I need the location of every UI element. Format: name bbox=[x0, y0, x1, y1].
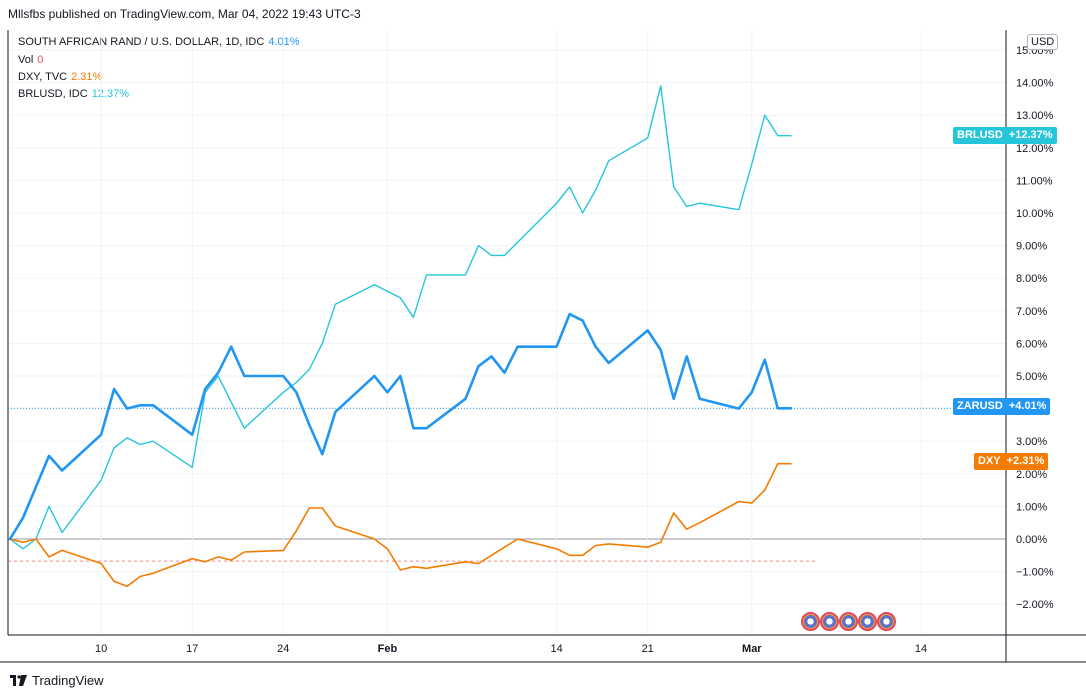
event-flag-icon[interactable] bbox=[877, 612, 896, 631]
x-tick-label: 10 bbox=[95, 643, 107, 655]
tradingview-logo[interactable]: TradingView bbox=[10, 673, 104, 688]
legend-brlusd-label: BRLUSD, IDC bbox=[18, 88, 88, 100]
series-line bbox=[8, 312, 793, 541]
legend-vol-value: 0 bbox=[37, 54, 44, 66]
badge-dxy-value: +2.31% bbox=[1006, 455, 1045, 467]
y-tick-label: 14.00% bbox=[1016, 78, 1054, 90]
currency-selector[interactable]: USD bbox=[1027, 34, 1059, 50]
x-tick-label: 24 bbox=[277, 643, 289, 655]
event-flag-icon[interactable] bbox=[801, 612, 820, 631]
y-tick-label: 0.00% bbox=[1016, 534, 1047, 546]
badge-brlusd-value: +12.37% bbox=[1008, 129, 1053, 141]
y-tick-label: 2.00% bbox=[1016, 469, 1047, 481]
badge-zarusd-value: +4.01% bbox=[1008, 400, 1047, 412]
y-tick-label: 8.00% bbox=[1016, 273, 1047, 285]
x-tick-label: 17 bbox=[186, 643, 198, 655]
series-line bbox=[9, 85, 792, 550]
tradingview-brand: TradingView bbox=[32, 673, 104, 688]
legend-dxy-label: DXY, TVC bbox=[18, 71, 68, 83]
event-flag-icon[interactable] bbox=[820, 612, 839, 631]
badge-brlusd: BRLUSD +12.37% bbox=[953, 127, 1057, 144]
x-tick-label: Feb bbox=[378, 643, 398, 655]
badge-zarusd: ZARUSD +4.01% bbox=[953, 398, 1051, 415]
y-tick-label: −1.00% bbox=[1016, 567, 1054, 579]
legend-dxy-value: 2.31% bbox=[71, 71, 103, 83]
event-flag-icon[interactable] bbox=[839, 612, 858, 631]
x-tick-label: 14 bbox=[915, 643, 927, 655]
legend-zarusd-value: 4.01% bbox=[268, 36, 300, 48]
y-tick-label: 3.00% bbox=[1016, 436, 1047, 448]
y-tick-label: 5.00% bbox=[1016, 371, 1047, 383]
tradingview-logo-icon bbox=[10, 675, 27, 686]
series-line bbox=[9, 462, 792, 588]
badge-dxy-name: DXY bbox=[978, 455, 1001, 467]
y-tick-label: 7.00% bbox=[1016, 306, 1047, 318]
published-caption: Mllsfbs published on TradingView.com, Ma… bbox=[8, 7, 361, 21]
badge-brlusd-name: BRLUSD bbox=[957, 129, 1003, 141]
badge-zarusd-name: ZARUSD bbox=[957, 400, 1003, 412]
y-tick-label: 10.00% bbox=[1016, 208, 1054, 220]
badge-dxy: DXY +2.31% bbox=[974, 453, 1049, 470]
x-tick-label: 14 bbox=[550, 643, 562, 655]
y-tick-label: 13.00% bbox=[1016, 110, 1054, 122]
y-tick-label: 12.00% bbox=[1016, 143, 1054, 155]
legend-vol[interactable]: Vol 0 bbox=[18, 54, 43, 66]
y-tick-label: 11.00% bbox=[1016, 175, 1053, 187]
y-tick-label: −2.00% bbox=[1016, 599, 1054, 611]
x-tick-label: Mar bbox=[742, 643, 762, 655]
legend-zarusd-label: SOUTH AFRICAN RAND / U.S. DOLLAR, 1D, ID… bbox=[18, 36, 265, 48]
y-tick-label: 1.00% bbox=[1016, 501, 1047, 513]
y-tick-label: 9.00% bbox=[1016, 241, 1047, 253]
legend-zarusd[interactable]: SOUTH AFRICAN RAND / U.S. DOLLAR, 1D, ID… bbox=[18, 36, 300, 48]
x-tick-label: 21 bbox=[642, 643, 654, 655]
y-tick-label: 6.00% bbox=[1016, 338, 1047, 350]
legend-vol-label: Vol bbox=[18, 54, 34, 66]
legend-dxy[interactable]: DXY, TVC 2.31% bbox=[18, 71, 102, 83]
event-flag-icon[interactable] bbox=[858, 612, 877, 631]
